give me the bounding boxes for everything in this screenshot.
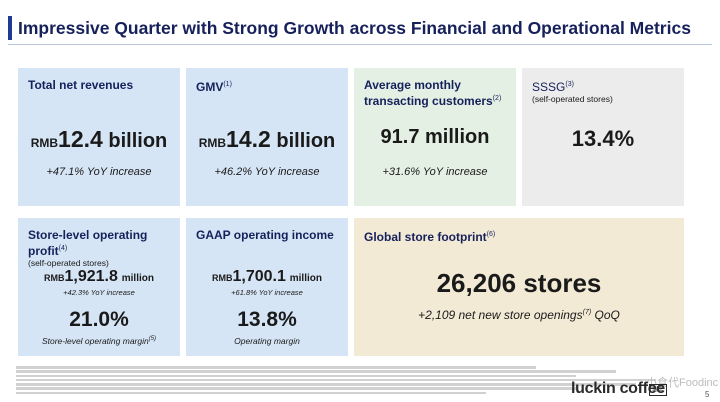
gmv-value: RMB14.2 billion <box>198 126 336 152</box>
slide-title: Impressive Quarter with Strong Growth ac… <box>18 18 691 38</box>
gaap-income-value: RMB1,700.1 million <box>211 268 322 285</box>
card-title: GAAP operating income <box>196 228 334 242</box>
page-number: 5 <box>705 390 710 399</box>
luckin-coffee-logo: luckin coffee <box>571 380 665 397</box>
sssg-value: 13.4% <box>571 126 635 151</box>
customers-value: 91.7 million <box>380 126 490 148</box>
operating-margin-label: Operating margin <box>234 336 300 346</box>
operating-margin-value: 13.8% <box>237 308 297 331</box>
card-title: Total net revenues <box>28 78 134 92</box>
store-profit-yoy: +42.3% YoY increase <box>63 288 135 297</box>
revenue-yoy: +47.1% YoY increase <box>46 166 152 178</box>
store-profit-value: RMB1,921.8 million <box>43 268 154 285</box>
gmv-yoy: +46.2% YoY increase <box>214 166 320 178</box>
card-subtitle: (self-operated stores) <box>532 94 613 104</box>
customers-yoy: +31.6% YoY increase <box>382 166 488 178</box>
card-title: SSSG(3) <box>532 80 574 94</box>
sssg-card: SSSG(3) (self-operated stores) 13.4% <box>522 68 684 206</box>
card-subtitle: (self-operated stores) <box>28 258 109 268</box>
card-title: Store-level operating profit(4) <box>28 228 148 258</box>
card-title: Average monthly transacting customers(2) <box>364 78 502 108</box>
store-count-value: 26,206 stores <box>436 268 602 298</box>
footnotes <box>16 366 666 396</box>
logo-mark-icon: 瑞幸 <box>649 384 667 396</box>
title-accent-bar <box>8 16 12 40</box>
store-margin-label: Store-level operating margin(5) <box>41 336 157 346</box>
gmv-card: GMV(1) RMB14.2 billion +46.2% YoY increa… <box>186 68 348 206</box>
total-net-revenues-card: Total net revenues RMB12.4 billion +47.1… <box>18 68 180 206</box>
store-margin-value: 21.0% <box>69 308 129 331</box>
watermark: 小食代Foodinc <box>646 377 719 389</box>
store-level-profit-card: Store-level operating profit(4) (self-op… <box>18 218 180 356</box>
card-title: Global store footprint(6) <box>364 230 496 244</box>
gaap-yoy: +61.8% YoY increase <box>231 288 303 297</box>
net-new-stores: +2,109 net new store openings(7) QoQ <box>418 308 620 322</box>
card-title: GMV(1) <box>196 80 232 94</box>
gaap-operating-income-card: GAAP operating income RMB1,700.1 million… <box>186 218 348 356</box>
monthly-customers-card: Average monthly transacting customers(2)… <box>354 68 516 206</box>
global-store-footprint-card: Global store footprint(6) 26,206 stores … <box>354 218 684 356</box>
revenue-value: RMB12.4 billion <box>30 126 168 152</box>
title-divider <box>8 44 712 45</box>
